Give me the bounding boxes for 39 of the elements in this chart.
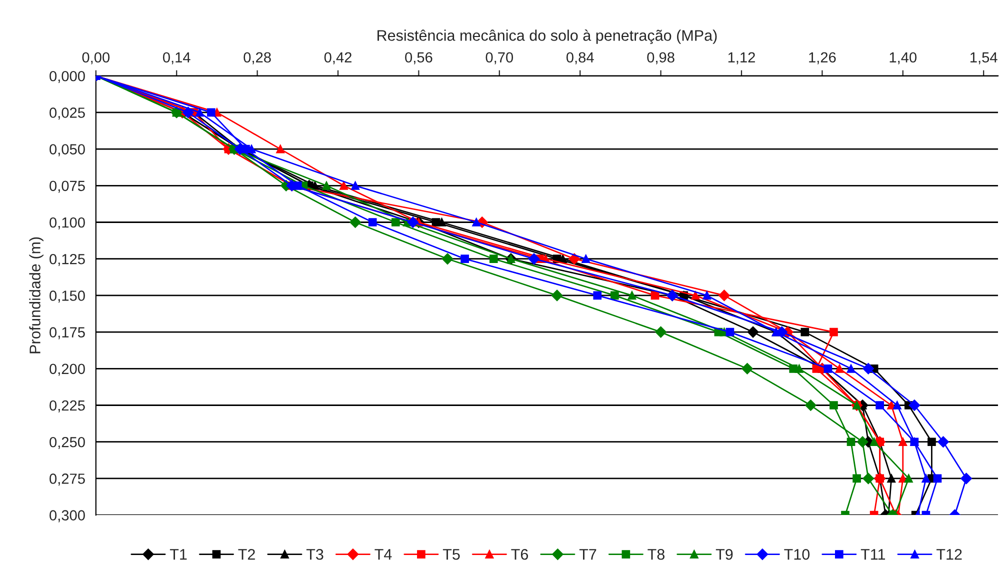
y-tick-label: 0,075 xyxy=(50,180,85,193)
y-tick-label: 0,175 xyxy=(50,327,85,340)
x-tick-label: 1,54 xyxy=(970,52,998,64)
legend-label: T5 xyxy=(442,549,460,560)
legend-label: T10 xyxy=(784,548,810,560)
x-tick-label: 0,84 xyxy=(566,52,594,64)
x-tick-label: 1,26 xyxy=(809,52,836,64)
x-tick-label: 1,12 xyxy=(728,52,755,64)
legend-label: T9 xyxy=(716,548,733,560)
y-axis-title: Profundidade (m) xyxy=(29,237,44,354)
legend-label: T7 xyxy=(579,549,596,560)
x-axis-title: Resistência mecânica do solo à penetração (MPa) xyxy=(378,29,717,44)
legend-label: T2 xyxy=(238,548,255,560)
x-tick-label: 0,00 xyxy=(82,52,110,64)
x-tick-label: 0,28 xyxy=(244,52,271,64)
legend-label: T3 xyxy=(306,548,324,560)
x-tick-label: 0,98 xyxy=(647,52,674,64)
legend-label: T6 xyxy=(511,548,528,560)
y-tick-label: 0,050 xyxy=(50,144,85,156)
y-tick-label: 0,100 xyxy=(50,217,85,230)
y-tick-label: 0,275 xyxy=(50,474,85,486)
y-tick-label: 0,025 xyxy=(50,108,85,120)
legend-label: T12 xyxy=(936,548,962,560)
x-tick-label: 0,42 xyxy=(324,52,352,64)
y-tick-label: 0,200 xyxy=(50,364,85,376)
legend-label: T4 xyxy=(374,549,392,560)
legend-label: T1 xyxy=(170,549,187,560)
legend-label: T8 xyxy=(648,548,664,560)
x-tick-label: 0,70 xyxy=(486,52,514,64)
y-tick-label: 0,250 xyxy=(50,436,85,450)
x-tick-label: 1,40 xyxy=(890,52,917,64)
y-tick-label: 0,125 xyxy=(50,254,85,266)
x-tick-label: 0,14 xyxy=(162,52,190,64)
legend-label: T11 xyxy=(860,549,886,560)
y-tick-label: 0,225 xyxy=(50,400,85,412)
y-tick-label: 0,000 xyxy=(50,70,85,83)
y-tick-label: 0,150 xyxy=(50,290,85,303)
y-tick-label: 0,300 xyxy=(50,510,85,522)
x-tick-label: 0,56 xyxy=(405,52,432,64)
